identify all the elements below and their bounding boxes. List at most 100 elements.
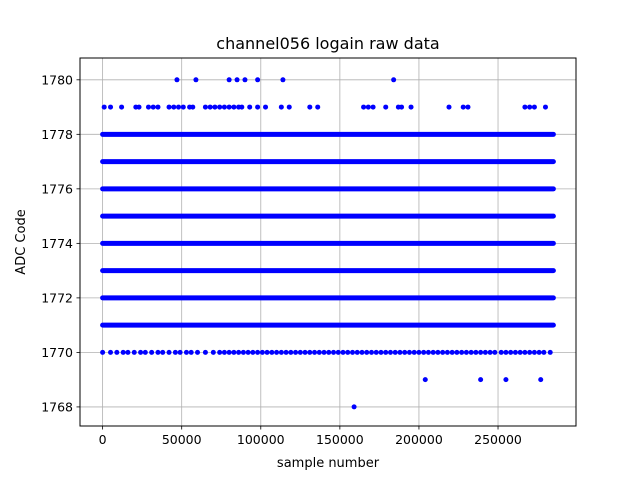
data-point [512, 349, 518, 355]
data-point [365, 104, 371, 110]
data-point [145, 104, 151, 110]
data-point [264, 349, 270, 355]
data-point [508, 349, 514, 355]
data-point [498, 349, 504, 355]
data-point [482, 349, 488, 355]
data-point [454, 349, 460, 355]
data-point [231, 104, 237, 110]
data-point [171, 104, 177, 110]
data-point [399, 104, 405, 110]
data-point [210, 349, 216, 355]
data-point [263, 104, 269, 110]
data-point [463, 349, 469, 355]
data-point [335, 349, 341, 355]
data-point [446, 104, 452, 110]
data-point [302, 349, 308, 355]
data-point [202, 104, 208, 110]
data-point [361, 104, 367, 110]
data-point [315, 104, 321, 110]
data-point [547, 349, 553, 355]
data-point [269, 349, 275, 355]
data-point [297, 349, 303, 355]
data-point [101, 104, 107, 110]
data-point [430, 349, 436, 355]
y-axis-label: ADC Code [14, 209, 29, 274]
x-axis-label: sample number [277, 456, 380, 471]
data-point [293, 349, 299, 355]
data-point [174, 77, 180, 83]
data-point [383, 104, 389, 110]
data-point [245, 349, 251, 355]
x-tick-label: 50000 [162, 432, 202, 447]
axis-ticks: 0 50000 100000 150000 200000 250000 1768 1770 17… [41, 72, 522, 447]
data-point [531, 104, 537, 110]
data-point [190, 104, 196, 110]
data-point [155, 349, 161, 355]
data-point [536, 349, 542, 355]
data-point [131, 349, 137, 355]
data-point [195, 349, 201, 355]
data-point [522, 349, 528, 355]
data-point [239, 104, 245, 110]
data-point [459, 349, 465, 355]
data-point [240, 349, 246, 355]
data-point [278, 349, 284, 355]
data-point [531, 349, 537, 355]
data-point [286, 104, 292, 110]
data-point [236, 349, 242, 355]
data-point [350, 349, 356, 355]
data-point [176, 104, 182, 110]
y-tick-label: 1774 [41, 236, 73, 251]
data-point [440, 349, 446, 355]
data-point [542, 104, 548, 110]
data-point [100, 349, 106, 355]
data-point [444, 349, 450, 355]
x-tick-label: 200000 [395, 432, 443, 447]
data-point [411, 349, 417, 355]
data-point [288, 349, 294, 355]
data-point [478, 349, 484, 355]
data-point [527, 104, 533, 110]
data-point [492, 349, 498, 355]
data-point [402, 349, 408, 355]
data-point [406, 349, 412, 355]
data-point [138, 349, 144, 355]
data-point [259, 349, 265, 355]
data-point [449, 349, 455, 355]
data-point [255, 104, 261, 110]
data-point [373, 349, 379, 355]
data-point [221, 349, 227, 355]
data-point [166, 104, 172, 110]
data-point [345, 349, 351, 355]
data-point [280, 77, 286, 83]
data-point [207, 104, 213, 110]
data-point [136, 104, 142, 110]
data-point [231, 349, 237, 355]
data-point [538, 377, 544, 383]
data-point [435, 349, 441, 355]
y-tick-label: 1768 [41, 399, 73, 414]
data-point [307, 349, 313, 355]
data-point [421, 349, 427, 355]
data-point [180, 104, 186, 110]
data-point [125, 349, 131, 355]
data-point [408, 104, 414, 110]
data-point [221, 104, 227, 110]
data-point [217, 104, 223, 110]
data-point [425, 349, 431, 355]
data-point [278, 104, 284, 110]
data-point [250, 349, 256, 355]
data-point [359, 349, 365, 355]
y-tick-label: 1776 [41, 181, 73, 196]
data-point [368, 349, 374, 355]
data-point [234, 77, 240, 83]
data-point [473, 349, 479, 355]
data-point [283, 349, 289, 355]
data-point [226, 77, 232, 83]
x-tick-label: 250000 [474, 432, 522, 447]
data-point [541, 349, 547, 355]
data-point [142, 349, 148, 355]
data-point [114, 349, 120, 355]
data-point [177, 349, 183, 355]
